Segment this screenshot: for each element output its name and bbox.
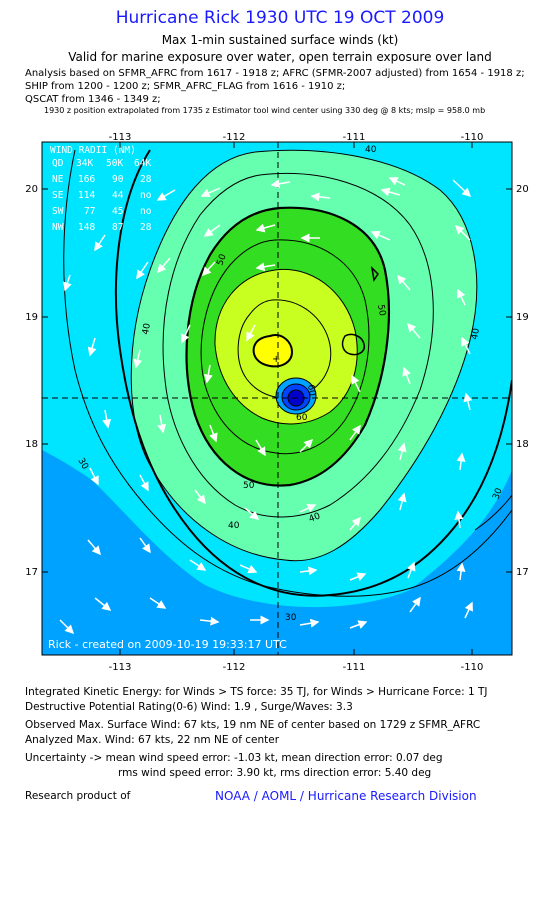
lon-tick-top: -113 (109, 132, 132, 143)
lon-tick-top: -112 (223, 132, 246, 143)
contour-label: 40 (308, 511, 322, 524)
contour-45 (162, 172, 434, 518)
radii-col-header: 50K (106, 158, 123, 169)
lat-tick-right: 18 (516, 439, 529, 450)
ike-line: Integrated Kinetic Energy: for Winds > T… (25, 686, 488, 698)
contour-30-se (474, 494, 512, 531)
lat-tick-left: 19 (25, 312, 38, 323)
radii-cell: NW (52, 222, 64, 233)
wind-radii-table: WIND RADII (NM) QD 34K 50K 64K NE 166 90… (50, 145, 152, 233)
analysis-line-2: SHIP from 1200 - 1200 z; SFMR_AFRC_FLAG … (25, 81, 346, 92)
radii-cell: 166 (78, 174, 95, 185)
contour-55 (200, 239, 370, 455)
radii-cell: SE (52, 190, 64, 201)
contour-label: 30 (491, 487, 504, 501)
contour-40-thick (114, 149, 512, 597)
contour-40 (130, 149, 478, 562)
contour-blob (341, 333, 366, 356)
contour-30 (63, 149, 512, 597)
validity-note: Valid for marine exposure over water, op… (68, 50, 492, 64)
map-frame (41, 141, 513, 656)
lon-tick-top: -110 (461, 132, 484, 143)
lat-tick-right: 17 (516, 567, 529, 578)
lat-tick-left: 17 (25, 567, 38, 578)
wind-field-map: -113 -112 -111 -110 -113 -112 -111 -110 … (25, 132, 529, 673)
center-marker: + (272, 354, 280, 365)
radii-cell: NE (52, 174, 64, 185)
radii-cell: 44 (112, 190, 124, 201)
band-gt80 (252, 334, 294, 368)
wind-radii-title: WIND RADII (NM) (50, 145, 136, 156)
lon-tick-bottom: -111 (343, 662, 366, 673)
radii-cell: no (140, 190, 152, 201)
org-credit: NOAA / AOML / Hurricane Research Divisio… (215, 789, 477, 803)
radii-cell: SW (52, 206, 64, 217)
lon-tick-bottom: -113 (109, 662, 132, 673)
contour-label: 40 (365, 145, 377, 155)
lat-tick-right: 19 (516, 312, 529, 323)
radii-col-header: 34K (76, 158, 93, 169)
radii-col-header: 64K (134, 158, 151, 169)
contour-nub (370, 265, 379, 282)
lon-tick-top: -111 (343, 132, 366, 143)
analysis-line-3: QSCAT from 1346 - 1349 z; (25, 94, 161, 105)
contour-label: 50 (243, 481, 255, 491)
lon-tick-bottom: -110 (461, 662, 484, 673)
observed-max-wind: Observed Max. Surface Wind: 67 kts, 19 n… (25, 719, 481, 731)
lon-tick-bottom: -112 (223, 662, 246, 673)
analyzed-max-wind: Analyzed Max. Wind: 67 kts, 22 nm NE of … (25, 734, 280, 746)
contour-label: 60 (296, 413, 308, 423)
radii-cell: 148 (78, 222, 95, 233)
radii-col-header: QD (52, 158, 64, 169)
radii-cell: 45 (112, 206, 123, 217)
lat-tick-left: 18 (25, 439, 38, 450)
created-stamp: Rick - created on 2009-10-19 19:33:17 UT… (48, 638, 287, 651)
uncertainty-line-1: Uncertainty -> mean wind speed error: -1… (25, 752, 443, 764)
contour-label: 50 (375, 304, 387, 317)
contour-label: 30 (285, 613, 297, 623)
radii-cell: 28 (140, 222, 152, 233)
lat-tick-right: 20 (516, 184, 529, 195)
wind-vectors (59, 177, 473, 635)
contour-label: 40 (228, 521, 240, 531)
radii-cell: 87 (112, 222, 123, 233)
uncertainty-line-2: rms wind speed error: 3.90 kt, rms direc… (118, 767, 432, 779)
page-title: Hurricane Rick 1930 UTC 19 OCT 2009 (115, 8, 445, 28)
radii-cell: 90 (112, 174, 124, 185)
contour-label: 40 (141, 322, 153, 335)
dpr-line: Destructive Potential Rating(0-6) Wind: … (25, 701, 353, 713)
contour-50-thick (185, 206, 390, 487)
analysis-line-1: Analysis based on SFMR_AFRC from 1617 - … (25, 68, 525, 79)
research-label: Research product of (25, 790, 131, 802)
contour-label: 40 (470, 327, 482, 340)
frame-ticks (42, 142, 512, 655)
radii-cell: no (140, 206, 152, 217)
radii-cell: 77 (84, 206, 95, 217)
position-note: 1930 z position extrapolated from 1735 z… (44, 106, 486, 115)
radii-cell: 28 (140, 174, 152, 185)
contour-label: 50 (215, 253, 228, 267)
radii-cell: 114 (78, 190, 95, 201)
lat-tick-left: 20 (25, 184, 38, 195)
contour-label: 60 (305, 384, 317, 397)
subtitle: Max 1-min sustained surface winds (kt) (161, 33, 399, 47)
contour-64 (214, 268, 358, 425)
